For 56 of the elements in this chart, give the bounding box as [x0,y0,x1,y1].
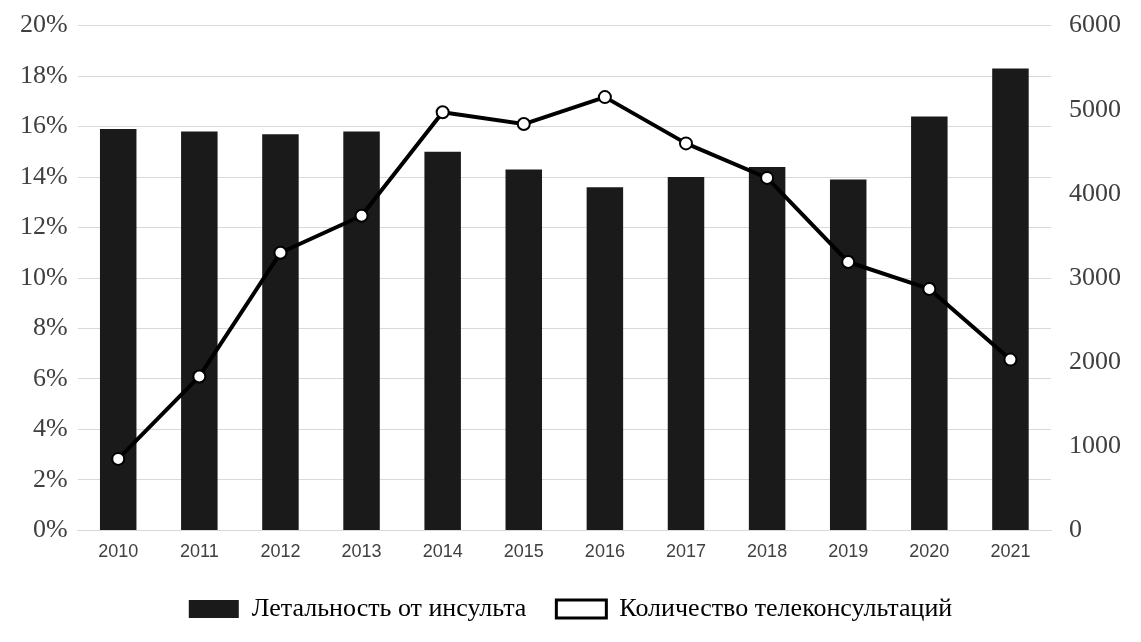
y2-tick-label: 3000 [1069,261,1121,291]
bar [992,68,1029,530]
y-tick-label: 6% [32,362,68,392]
point [354,208,369,223]
y-tick-label: 16% [19,110,68,140]
y2-tick-label: 2000 [1069,345,1121,375]
bar [99,129,137,530]
x-tick-label: 2013 [341,541,382,562]
y2-tick-label: 0 [1069,514,1082,544]
y-tick-label: 12% [19,211,68,241]
point [273,245,288,260]
point [841,255,856,270]
bar [829,179,867,530]
x-tick-label: 2010 [98,541,139,562]
bar [343,131,380,530]
point [760,170,775,185]
x-tick-label: 2017 [665,541,707,562]
point [679,136,693,151]
point [435,105,450,120]
x-tick-label: 2012 [260,541,301,562]
bar [505,169,543,530]
y-tick-label: 8% [32,312,68,342]
bar [911,116,948,530]
legend-label: Летальность от инсульта [251,592,527,622]
y-tick-label: 14% [19,160,68,190]
point [192,369,207,384]
x-tick-label: 2020 [909,541,950,562]
y-tick-label: 20% [19,9,68,39]
x-tick-label: 2014 [422,541,463,562]
point [922,281,937,296]
point [111,451,126,466]
y-tick-label: 0% [32,514,68,544]
bar [181,131,218,530]
bar [667,177,705,530]
y-tick-label: 4% [32,413,68,443]
bar [748,166,786,530]
bar [586,187,624,530]
y2-tick-label: 5000 [1069,93,1121,123]
point [597,90,612,105]
bar [424,151,461,530]
y2-tick-label: 1000 [1069,430,1121,460]
y-tick-label: 18% [19,59,68,89]
legend-label: Количество телеконсультаций [619,592,953,622]
point [516,117,531,132]
y-tick-label: 10% [19,261,68,291]
x-tick-label: 2018 [747,541,788,562]
x-tick-label: 2019 [828,541,869,562]
x-tick-label: 2011 [179,541,219,562]
y2-tick-label: 6000 [1069,9,1121,39]
point [1003,352,1018,367]
y-tick-label: 2% [32,463,68,493]
y2-tick-label: 4000 [1069,177,1121,207]
bar [262,134,299,530]
x-tick-label: 2015 [503,541,544,562]
x-tick-label: 2016 [584,541,625,562]
x-tick-label: 2021 [990,541,1031,562]
